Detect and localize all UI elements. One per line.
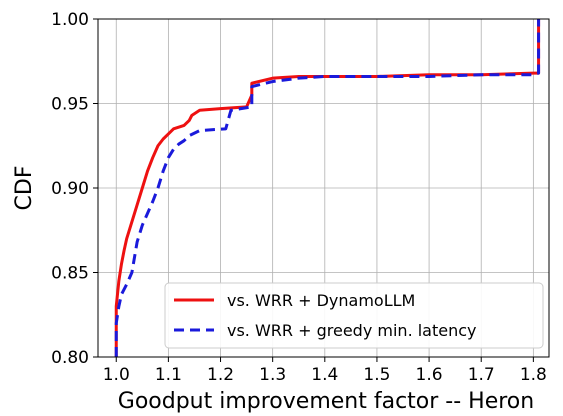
- x-tick-label-2: 1.2: [207, 365, 234, 385]
- x-tick-label-8: 1.8: [520, 365, 547, 385]
- legend-label-0: vs. WRR + DynamoLLM: [227, 291, 415, 310]
- x-tick-label-5: 1.5: [363, 365, 390, 385]
- legend-label-1: vs. WRR + greedy min. latency: [227, 321, 477, 340]
- y-axis-label: CDF: [12, 166, 37, 211]
- y-tick-label-0: 0.80: [51, 348, 89, 368]
- x-tick-label-3: 1.3: [259, 365, 286, 385]
- x-tick-label-6: 1.6: [416, 365, 443, 385]
- y-tick-label-4: 1.00: [51, 10, 89, 30]
- x-tick-label-0: 1.0: [103, 365, 130, 385]
- y-tick-label-1: 0.85: [51, 264, 89, 284]
- y-tick-label-2: 0.90: [51, 179, 89, 199]
- legend-box: [164, 282, 544, 349]
- x-axis-label: Goodput improvement factor -- Heron: [118, 389, 534, 414]
- legend: vs. WRR + DynamoLLM vs. WRR + greedy min.…: [164, 282, 544, 349]
- x-tick-label-4: 1.4: [311, 365, 338, 385]
- x-tick-label-1: 1.1: [155, 365, 182, 385]
- y-tick-label-3: 0.95: [51, 95, 89, 115]
- x-tick-label-7: 1.7: [468, 365, 495, 385]
- series-line-1: [114, 19, 541, 357]
